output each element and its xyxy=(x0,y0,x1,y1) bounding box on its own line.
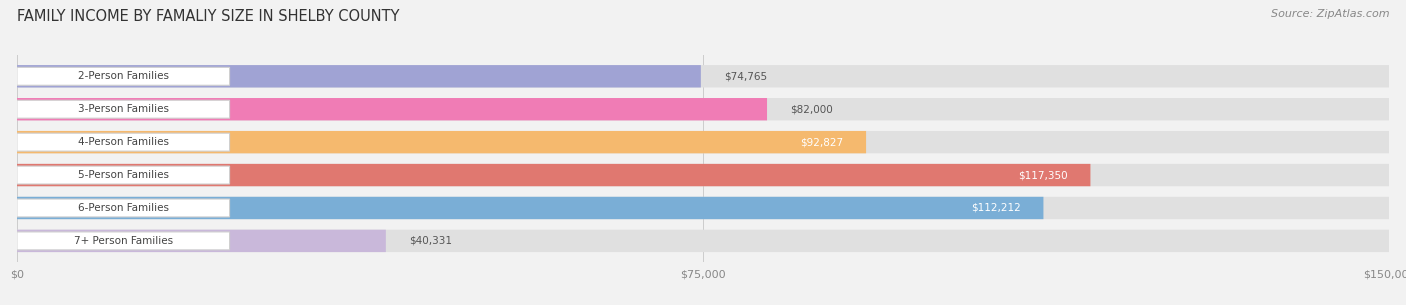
FancyBboxPatch shape xyxy=(17,65,1389,88)
FancyBboxPatch shape xyxy=(17,232,229,250)
FancyBboxPatch shape xyxy=(17,230,385,252)
Text: $92,827: $92,827 xyxy=(800,137,844,147)
Text: 6-Person Families: 6-Person Families xyxy=(77,203,169,213)
Text: $74,765: $74,765 xyxy=(724,71,766,81)
FancyBboxPatch shape xyxy=(17,166,229,184)
FancyBboxPatch shape xyxy=(17,98,1389,120)
FancyBboxPatch shape xyxy=(17,133,229,151)
FancyBboxPatch shape xyxy=(17,164,1389,186)
FancyBboxPatch shape xyxy=(17,131,1389,153)
FancyBboxPatch shape xyxy=(17,131,866,153)
Text: $40,331: $40,331 xyxy=(409,236,451,246)
Text: Source: ZipAtlas.com: Source: ZipAtlas.com xyxy=(1271,9,1389,19)
Text: $82,000: $82,000 xyxy=(790,104,832,114)
Text: 7+ Person Families: 7+ Person Families xyxy=(73,236,173,246)
FancyBboxPatch shape xyxy=(17,164,1091,186)
FancyBboxPatch shape xyxy=(17,65,700,88)
Text: 5-Person Families: 5-Person Families xyxy=(77,170,169,180)
FancyBboxPatch shape xyxy=(17,197,1043,219)
FancyBboxPatch shape xyxy=(17,199,229,217)
Text: $112,212: $112,212 xyxy=(970,203,1021,213)
Text: 4-Person Families: 4-Person Families xyxy=(77,137,169,147)
Text: 2-Person Families: 2-Person Families xyxy=(77,71,169,81)
FancyBboxPatch shape xyxy=(17,98,768,120)
Text: FAMILY INCOME BY FAMALIY SIZE IN SHELBY COUNTY: FAMILY INCOME BY FAMALIY SIZE IN SHELBY … xyxy=(17,9,399,24)
FancyBboxPatch shape xyxy=(17,100,229,118)
Text: $117,350: $117,350 xyxy=(1018,170,1067,180)
Text: 3-Person Families: 3-Person Families xyxy=(77,104,169,114)
FancyBboxPatch shape xyxy=(17,230,1389,252)
FancyBboxPatch shape xyxy=(17,67,229,85)
FancyBboxPatch shape xyxy=(17,197,1389,219)
